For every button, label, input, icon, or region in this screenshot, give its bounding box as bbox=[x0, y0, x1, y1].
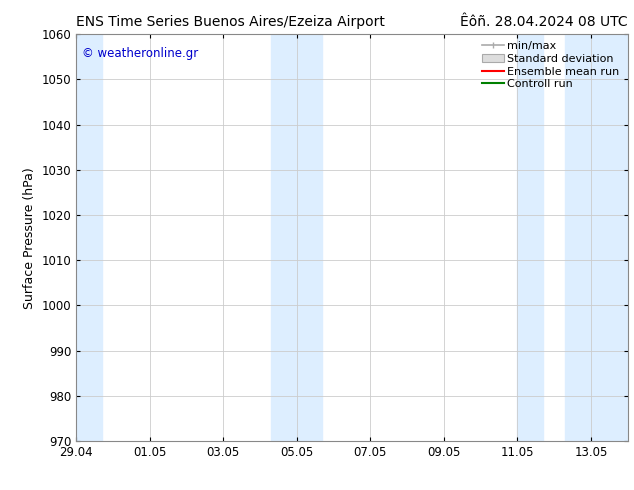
Text: © weatheronline.gr: © weatheronline.gr bbox=[82, 47, 198, 59]
Bar bbox=[565, 34, 628, 441]
Legend: min/max, Standard deviation, Ensemble mean run, Controll run: min/max, Standard deviation, Ensemble me… bbox=[477, 37, 625, 94]
Text: ENS Time Series Buenos Aires/Ezeiza Airport: ENS Time Series Buenos Aires/Ezeiza Airp… bbox=[76, 15, 385, 29]
Bar bbox=[517, 34, 543, 441]
Y-axis label: Surface Pressure (hPa): Surface Pressure (hPa) bbox=[23, 167, 36, 309]
Bar bbox=[271, 34, 323, 441]
Text: Êôñ. 28.04.2024 08 UTC: Êôñ. 28.04.2024 08 UTC bbox=[460, 15, 628, 29]
Bar bbox=[76, 34, 102, 441]
